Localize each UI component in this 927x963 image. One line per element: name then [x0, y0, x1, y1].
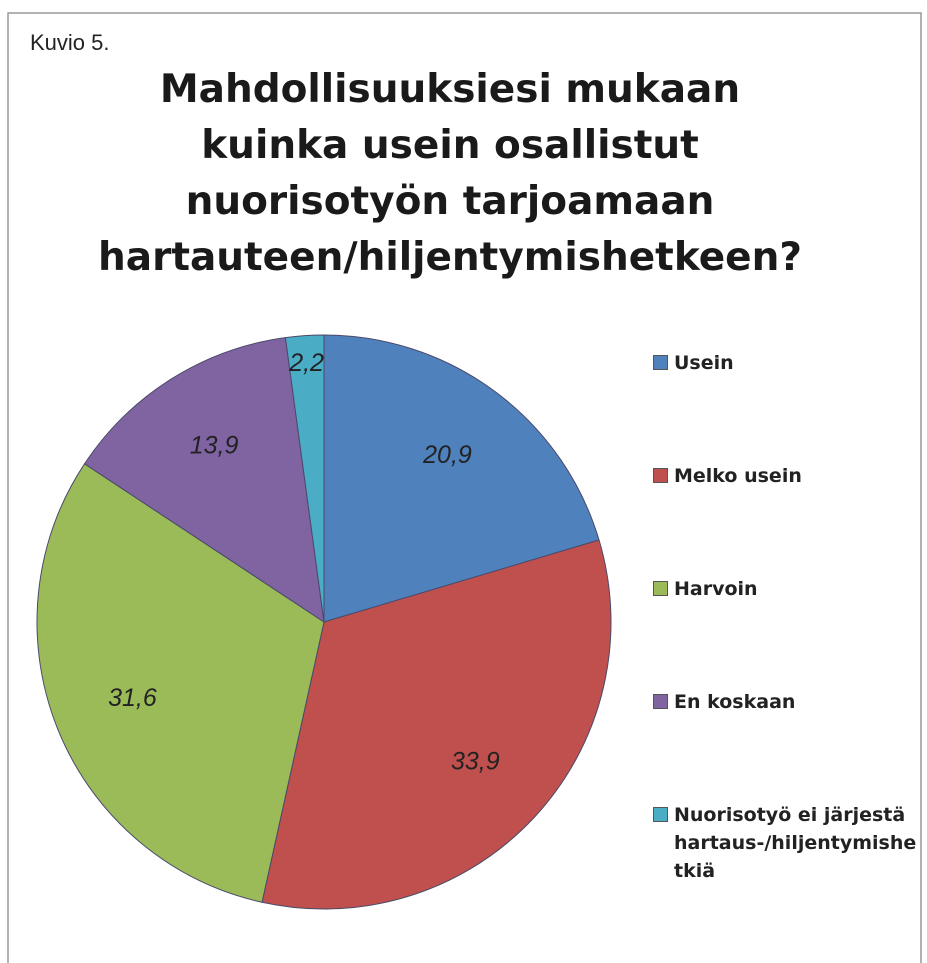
- legend-swatch: [653, 355, 668, 370]
- legend-swatch: [653, 468, 668, 483]
- pie-slice: [284, 334, 325, 623]
- legend-item: Usein: [653, 349, 918, 377]
- data-label: 20,9: [422, 441, 472, 469]
- data-label: 13,9: [190, 432, 239, 460]
- legend-item: Melko usein: [653, 462, 918, 490]
- pie-slice: [83, 337, 325, 624]
- legend-swatch: [653, 807, 668, 822]
- data-label: 2,2: [288, 349, 324, 377]
- legend-swatch: [653, 694, 668, 709]
- legend-label: Usein: [674, 352, 734, 374]
- legend-swatch: [653, 581, 668, 596]
- legend-label: Nuorisotyö ei järjestä hartaus-/hiljenty…: [674, 804, 917, 882]
- legend-item: Harvoin: [653, 575, 918, 603]
- pie-slice: [323, 334, 600, 623]
- data-label: 33,9: [451, 747, 500, 775]
- pie-slice: [36, 463, 325, 903]
- legend-item: Nuorisotyö ei järjestä hartaus-/hiljenty…: [653, 801, 918, 885]
- chart-title: Mahdollisuuksiesi mukaan kuinka usein os…: [98, 67, 802, 280]
- caption: Kuvio 5.: [30, 30, 110, 55]
- frame: [7, 12, 922, 963]
- legend-label: En koskaan: [674, 691, 796, 713]
- legend-item: En koskaan: [653, 688, 918, 716]
- data-label: 31,6: [108, 684, 157, 712]
- legend-label: Melko usein: [674, 465, 802, 487]
- legend-label: Harvoin: [674, 578, 758, 600]
- pie-slice: [261, 539, 612, 910]
